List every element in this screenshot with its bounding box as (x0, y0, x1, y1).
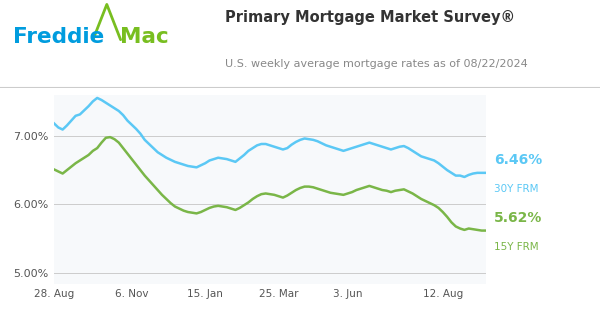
Text: 6.46%: 6.46% (494, 153, 542, 167)
Text: 5.62%: 5.62% (494, 211, 543, 225)
Text: 30Y FRM: 30Y FRM (494, 184, 539, 194)
Text: U.S. weekly average mortgage rates as of 08/22/2024: U.S. weekly average mortgage rates as of… (225, 59, 528, 68)
Text: Mac: Mac (120, 27, 169, 47)
Text: 15Y FRM: 15Y FRM (494, 242, 539, 252)
Text: Freddie: Freddie (13, 27, 104, 47)
Text: Primary Mortgage Market Survey®: Primary Mortgage Market Survey® (225, 10, 515, 25)
